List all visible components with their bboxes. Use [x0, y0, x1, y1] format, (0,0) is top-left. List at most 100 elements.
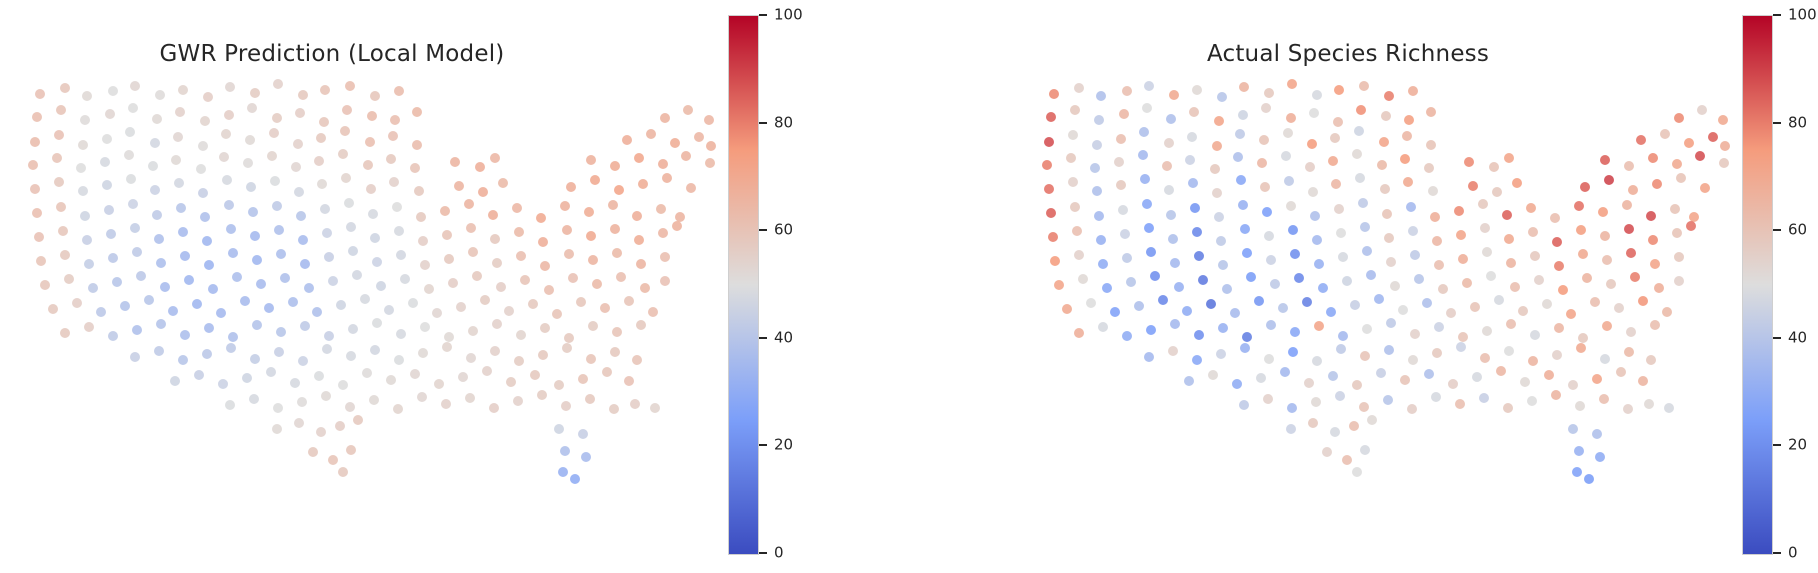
scatter-point — [320, 204, 330, 214]
scatter-point — [1116, 134, 1126, 144]
colorbar-tick-label: 20 — [1788, 435, 1808, 454]
scatter-point — [294, 418, 304, 428]
scatter-point — [1376, 368, 1386, 378]
scatter-point — [1138, 150, 1148, 160]
scatter-point — [1506, 319, 1516, 329]
scatter-point — [1336, 344, 1346, 354]
scatter-point — [317, 179, 327, 189]
scatter-point — [612, 248, 622, 258]
scatter-point — [412, 107, 422, 117]
scatter-point — [1333, 117, 1343, 127]
scatter-point — [1576, 343, 1586, 353]
scatter-point — [1674, 113, 1684, 123]
scatter-point — [1235, 129, 1245, 139]
right-colorbar-gradient — [1742, 15, 1773, 555]
scatter-point — [1192, 227, 1202, 237]
scatter-point — [424, 284, 434, 294]
scatter-point — [144, 295, 154, 305]
scatter-point — [1288, 225, 1298, 235]
scatter-point — [1330, 133, 1340, 143]
scatter-point — [590, 175, 600, 185]
scatter-point — [660, 276, 670, 286]
scatter-point — [202, 236, 212, 246]
scatter-point — [1144, 352, 1154, 362]
scatter-point — [1184, 376, 1194, 386]
scatter-point — [1230, 308, 1240, 318]
scatter-point — [1150, 271, 1160, 281]
scatter-point — [1384, 233, 1394, 243]
scatter-point — [1574, 201, 1584, 211]
scatter-point — [585, 394, 595, 404]
scatter-point — [1206, 299, 1216, 309]
scatter-point — [1600, 231, 1610, 241]
scatter-point — [316, 133, 326, 143]
scatter-point — [1264, 231, 1274, 241]
scatter-point — [266, 367, 276, 377]
scatter-point — [192, 299, 202, 309]
scatter-point — [576, 297, 586, 307]
scatter-point — [1312, 235, 1322, 245]
scatter-point — [392, 202, 402, 212]
scatter-point — [1697, 105, 1707, 115]
scatter-point — [1686, 221, 1696, 231]
scatter-point — [1188, 178, 1198, 188]
scatter-point — [1406, 202, 1416, 212]
scatter-point — [174, 178, 184, 188]
scatter-point — [686, 183, 696, 193]
scatter-point — [219, 152, 229, 162]
scatter-point — [348, 324, 358, 334]
scatter-point — [482, 366, 492, 376]
scatter-point — [504, 306, 514, 316]
scatter-point — [1256, 373, 1266, 383]
scatter-point — [1302, 297, 1312, 307]
scatter-point — [1284, 176, 1294, 186]
scatter-point — [34, 232, 44, 242]
scatter-point — [304, 283, 314, 293]
scatter-point — [1572, 467, 1582, 477]
scatter-point — [1190, 203, 1200, 213]
scatter-point — [1352, 467, 1362, 477]
scatter-point — [1650, 259, 1660, 269]
scatter-point — [1646, 355, 1656, 365]
scatter-point — [544, 285, 554, 295]
scatter-point — [1070, 202, 1080, 212]
scatter-point — [48, 304, 58, 314]
scatter-point — [1424, 163, 1434, 173]
scatter-point — [1380, 184, 1390, 194]
scatter-point — [1142, 103, 1152, 113]
scatter-point — [1266, 255, 1276, 265]
scatter-point — [1262, 207, 1272, 217]
scatter-point — [420, 260, 430, 270]
scatter-point — [338, 380, 348, 390]
scatter-point — [1494, 295, 1504, 305]
scatter-point — [1166, 114, 1176, 124]
scatter-point — [418, 236, 428, 246]
scatter-point — [560, 446, 570, 456]
scatter-point — [1092, 140, 1102, 150]
scatter-point — [1239, 400, 1249, 410]
scatter-point — [622, 135, 632, 145]
scatter-point — [1689, 212, 1699, 222]
scatter-point — [1174, 282, 1184, 292]
scatter-point — [1660, 129, 1670, 139]
scatter-point — [558, 467, 568, 477]
scatter-point — [202, 349, 212, 359]
scatter-point — [675, 212, 685, 222]
scatter-point — [1281, 151, 1291, 161]
scatter-point — [1432, 348, 1442, 358]
scatter-point — [564, 333, 574, 343]
scatter-point — [1216, 236, 1226, 246]
scatter-point — [1286, 113, 1296, 123]
left-colorbar-gradient — [728, 15, 759, 555]
scatter-point — [222, 175, 232, 185]
scatter-point — [1530, 251, 1540, 261]
scatter-point — [1217, 92, 1227, 102]
scatter-point — [1672, 159, 1682, 169]
colorbar-tick-mark — [1773, 14, 1781, 16]
scatter-point — [1062, 304, 1072, 314]
scatter-point — [198, 141, 208, 151]
scatter-point — [1212, 188, 1222, 198]
scatter-point — [1402, 131, 1412, 141]
scatter-point — [225, 400, 235, 410]
scatter-point — [54, 130, 64, 140]
